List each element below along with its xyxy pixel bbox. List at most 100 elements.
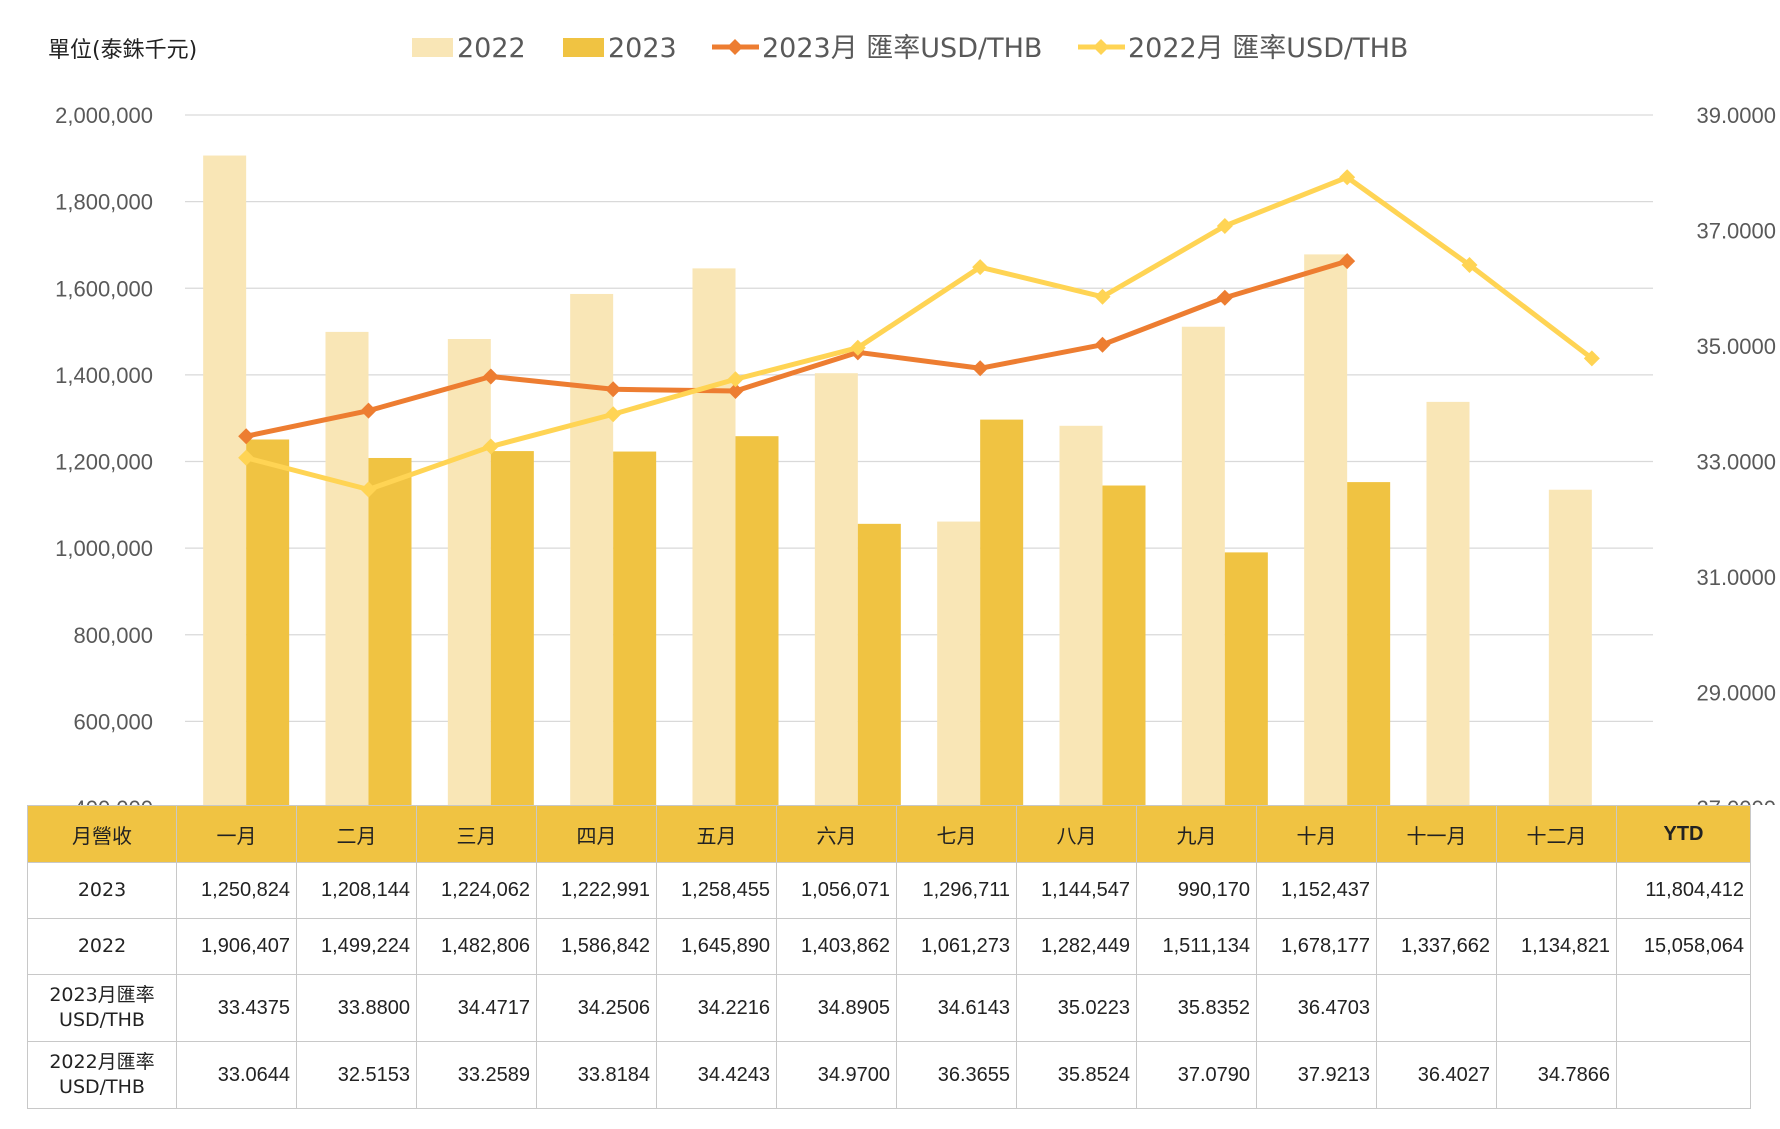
table-cell: 35.8352	[1136, 974, 1257, 1042]
table-cell: 34.2506	[536, 974, 657, 1042]
bar-2022-11	[1426, 401, 1470, 805]
line-marker	[972, 259, 989, 276]
legend-label: 2022	[457, 33, 526, 64]
line-marker	[605, 381, 622, 398]
line-marker	[849, 339, 866, 356]
table-cell: 11,804,412	[1616, 862, 1751, 919]
table-row: 2022月匯率 USD/THB 33.0644 32.5153 33.2589 33.8…	[27, 1041, 1751, 1109]
table-header-ytd: YTD	[1616, 805, 1751, 863]
line-marker	[727, 382, 744, 399]
table-header-month: 三月	[416, 805, 537, 863]
table-cell: 33.0644	[176, 1041, 297, 1109]
y2-tick-label: 31.0000	[1696, 565, 1776, 590]
table-cell: 1,250,824	[176, 862, 297, 919]
y-tick-label: 2,000,000	[55, 103, 153, 128]
table-header-month: 二月	[296, 805, 417, 863]
table-cell: 1,282,449	[1016, 918, 1137, 975]
y-tick-label: 1,600,000	[55, 276, 153, 301]
table-cell	[1376, 974, 1497, 1042]
bar-2022-3	[447, 339, 491, 805]
table-cell: 1,678,177	[1256, 918, 1377, 975]
y-tick-label: 600,000	[73, 709, 153, 734]
row-label: 2023	[27, 862, 177, 919]
bar-2023-5	[735, 436, 779, 805]
bar-2022-6	[814, 373, 858, 805]
bar-2022-12	[1548, 489, 1592, 805]
line-marker	[1216, 217, 1233, 234]
revenue-data-table: 月營收 一月 二月 三月 四月 五月 六月 七月 八月 九月 十月 十一月 十二月 YTD 2023 1,2…	[27, 805, 1751, 1109]
table-header-month: 九月	[1136, 805, 1257, 863]
table-header-month: 十月	[1256, 805, 1377, 863]
table-row: 2023月匯率 USD/THB 33.4375 33.8800 34.4717 34.2…	[27, 974, 1751, 1042]
table-cell: 34.4717	[416, 974, 537, 1042]
table-cell: 1,337,662	[1376, 918, 1497, 975]
line-marker	[972, 360, 989, 377]
table-cell: 36.4027	[1376, 1041, 1497, 1109]
line-marker	[360, 402, 377, 419]
line-series-0	[245, 258, 1348, 439]
y-tick-label: 800,000	[73, 623, 153, 648]
bar-2022-2	[325, 331, 369, 805]
line-marker	[238, 428, 255, 445]
table-cell: 1,499,224	[296, 918, 417, 975]
bar-2022-5	[692, 268, 736, 805]
line-marker	[727, 371, 744, 388]
line-marker	[1094, 288, 1111, 305]
bar-2023-6	[857, 523, 901, 805]
legend-swatch	[563, 38, 604, 57]
legend-swatch	[412, 38, 453, 57]
table-header-month: 一月	[176, 805, 297, 863]
table-cell: 1,222,991	[536, 862, 657, 919]
line-marker	[1216, 289, 1233, 306]
unit-label: 單位(泰銖千元)	[48, 38, 197, 63]
table-row: 2022 1,906,407 1,499,224 1,482,806 1,586,842…	[27, 918, 1751, 975]
legend-label: 2023月 匯率USD/THB	[762, 33, 1042, 64]
bar-2022-9	[1181, 326, 1225, 805]
line-marker	[1339, 169, 1356, 186]
bar-2023-10	[1347, 482, 1391, 805]
table-cell: 34.7866	[1496, 1041, 1617, 1109]
table-cell: 1,152,437	[1256, 862, 1377, 919]
bar-2023-2	[368, 457, 412, 805]
y2-tick-label: 33.0000	[1696, 450, 1776, 475]
table-cell	[1496, 974, 1617, 1042]
y2-tick-label: 39.0000	[1696, 103, 1776, 128]
table-cell: 1,403,862	[776, 918, 897, 975]
table-cell: 36.4703	[1256, 974, 1377, 1042]
legend-marker	[727, 39, 743, 55]
legend-marker	[1093, 39, 1109, 55]
bar-2023-3	[490, 451, 534, 805]
y-tick-label: 1,000,000	[55, 536, 153, 561]
table-header-month: 五月	[656, 805, 777, 863]
bar-2022-4	[570, 293, 614, 805]
y2-tick-label: 37.0000	[1696, 219, 1776, 244]
table-cell: 34.8905	[776, 974, 897, 1042]
table-cell: 1,296,711	[896, 862, 1017, 919]
table-header-month: 八月	[1016, 805, 1137, 863]
bar-2022-1	[203, 155, 247, 805]
y2-tick-label: 27.0000	[1696, 796, 1776, 805]
table-header-month: 十二月	[1496, 805, 1617, 863]
table-header-month: 十一月	[1376, 805, 1497, 863]
table-header-month: 四月	[536, 805, 657, 863]
table-cell: 1,208,144	[296, 862, 417, 919]
table-cell: 33.2589	[416, 1041, 537, 1109]
y-tick-label: 1,400,000	[55, 363, 153, 388]
table-cell	[1376, 862, 1497, 919]
bar-2023-8	[1102, 485, 1146, 805]
line-series-1	[245, 174, 1594, 492]
line-marker	[360, 481, 377, 498]
row-label: 2022	[27, 918, 177, 975]
bar-2023-4	[613, 451, 657, 805]
bar-2022-8	[1059, 425, 1103, 805]
line-marker	[1339, 253, 1356, 270]
table-cell: 34.4243	[656, 1041, 777, 1109]
table-cell: 37.0790	[1136, 1041, 1257, 1109]
legend-label: 2022月 匯率USD/THB	[1128, 33, 1408, 64]
y-tick-label: 1,800,000	[55, 190, 153, 215]
table-header-row: 月營收 一月 二月 三月 四月 五月 六月 七月 八月 九月 十月 十一月 十二月 YTD	[27, 805, 1751, 863]
table-cell: 15,058,064	[1616, 918, 1751, 975]
table-cell: 33.8184	[536, 1041, 657, 1109]
table-cell: 1,645,890	[656, 918, 777, 975]
line-marker	[605, 406, 622, 423]
